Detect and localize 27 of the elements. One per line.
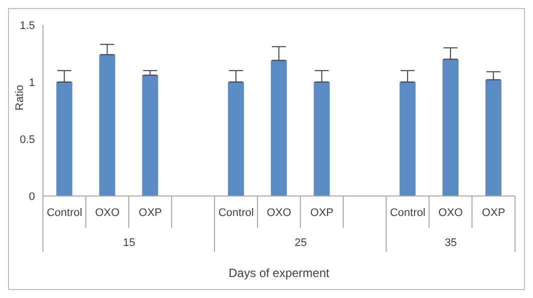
x-tick-label: OXO	[266, 207, 292, 219]
bar	[270, 60, 287, 196]
bar	[400, 82, 416, 196]
bar	[142, 75, 158, 196]
x-tick-label: Control	[218, 207, 254, 219]
x-axis-title: Days of experment	[228, 266, 330, 280]
bar	[99, 54, 116, 196]
text: 15	[122, 237, 136, 249]
bar	[228, 82, 244, 196]
x-tick-label: OXP	[482, 207, 506, 219]
x-tick-label: Control	[390, 207, 426, 219]
bar	[485, 80, 502, 196]
bar	[314, 82, 330, 196]
x-tick-label: OXO	[95, 207, 120, 219]
y-tick-label: 0.5	[20, 134, 35, 146]
y-tick-label: 1	[28, 76, 35, 89]
bar	[442, 59, 458, 196]
text: 25	[294, 237, 307, 249]
x-tick-label: Control	[46, 207, 82, 219]
text: 35	[444, 237, 457, 249]
y-tick-label: 1.5	[20, 20, 35, 32]
y-tick-label: 0	[28, 190, 35, 203]
x-tick-label: OXO	[438, 207, 464, 219]
y-axis-title: Ratio	[14, 84, 26, 110]
bar	[56, 82, 72, 196]
x-tick-label: OXP	[138, 207, 162, 219]
x-tick-label: OXP	[310, 207, 334, 219]
